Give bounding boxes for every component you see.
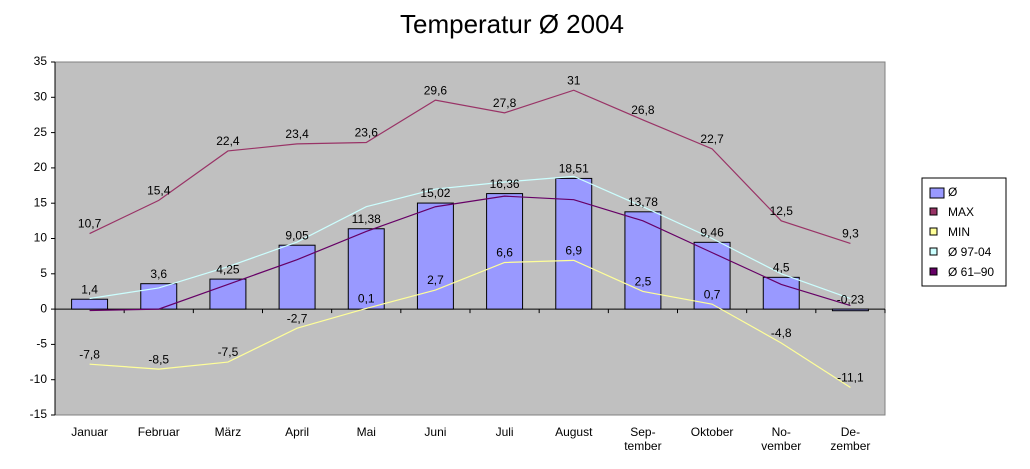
data-label: 22,7 — [700, 132, 724, 146]
y-tick-label: 20 — [34, 160, 48, 174]
data-label: 4,5 — [773, 261, 790, 275]
line — [89, 259, 851, 388]
x-tick-label: Juni — [424, 425, 447, 439]
legend-label: Ø 61–90 — [948, 265, 994, 279]
data-label: 31 — [567, 73, 581, 87]
legend-label: MAX — [948, 205, 974, 219]
legend-label: Ø 97-04 — [948, 245, 992, 259]
data-label: 18,51 — [559, 162, 589, 176]
data-label: 26,8 — [631, 103, 655, 117]
x-tick-label: Oktober — [690, 425, 734, 439]
data-label: 9,46 — [700, 225, 724, 239]
data-label: 12,5 — [770, 204, 794, 218]
bar — [71, 298, 109, 310]
data-label: 22,4 — [216, 134, 240, 148]
bar — [416, 202, 454, 310]
y-tick-label: -10 — [30, 372, 48, 386]
legend-marker — [929, 187, 945, 199]
data-label: -7,8 — [79, 347, 100, 361]
data-label: 0,1 — [358, 292, 375, 306]
data-label: -0,23 — [837, 292, 865, 306]
x-tick-label: Sep- tember — [624, 425, 662, 453]
data-label: 23,6 — [355, 126, 379, 140]
y-tick-label: -5 — [36, 337, 47, 351]
x-tick-label: August — [555, 425, 593, 439]
bar — [278, 244, 316, 310]
data-label: 29,6 — [424, 83, 448, 97]
y-tick-label: 5 — [40, 266, 47, 280]
x-tick-label: Januar — [71, 425, 108, 439]
bar — [762, 276, 800, 310]
y-tick-label: 25 — [34, 125, 48, 139]
x-tick-label: De- zember — [830, 425, 871, 453]
chart-title: Temperatur Ø 2004 — [400, 9, 624, 39]
x-tick-label: Februar — [137, 425, 180, 439]
data-label: -7,5 — [218, 345, 239, 359]
data-label: 13,78 — [628, 195, 658, 209]
y-tick-label: -15 — [30, 407, 48, 421]
line — [89, 89, 851, 245]
legend-marker — [929, 207, 938, 216]
data-label: 9,3 — [842, 227, 859, 241]
data-label: 3,6 — [150, 267, 167, 281]
data-label: 1,4 — [81, 282, 98, 296]
y-tick-label: 0 — [40, 301, 47, 315]
legend-label: MIN — [948, 225, 970, 239]
data-label: 0,7 — [704, 287, 721, 301]
data-label: 15,02 — [420, 186, 450, 200]
line — [89, 175, 851, 300]
data-label: 6,9 — [565, 244, 582, 258]
plot-area — [54, 61, 886, 416]
line — [89, 195, 851, 312]
legend-marker — [929, 267, 938, 276]
x-tick-label: April — [285, 425, 310, 439]
legend-label: Ø — [948, 185, 957, 199]
data-label: 4,25 — [216, 262, 240, 276]
legend-marker — [929, 247, 938, 256]
y-tick-label: 35 — [34, 54, 48, 68]
legend-marker — [929, 227, 938, 236]
data-label: 10,7 — [78, 217, 102, 231]
data-label: 2,7 — [427, 273, 444, 287]
bar — [831, 308, 869, 312]
data-label: -2,7 — [287, 311, 308, 325]
data-label: 9,05 — [285, 228, 309, 242]
data-label: -11,1 — [837, 371, 864, 385]
x-tick-label: Mai — [356, 425, 376, 439]
data-label: 27,8 — [493, 96, 517, 110]
x-tick-label: No- vember — [761, 425, 802, 453]
data-label: 2,5 — [635, 275, 652, 289]
data-label: 16,36 — [490, 177, 520, 191]
x-tick-label: Juli — [495, 425, 514, 439]
data-label: 15,4 — [147, 184, 171, 198]
data-label: -4,8 — [771, 326, 792, 340]
y-tick-label: 15 — [34, 195, 48, 209]
data-label: 6,6 — [496, 246, 513, 260]
data-label: 11,38 — [352, 212, 381, 226]
bar — [486, 193, 524, 310]
x-tick-label: März — [214, 425, 242, 439]
data-label: -8,5 — [148, 352, 169, 366]
y-tick-label: 30 — [34, 89, 48, 103]
bar — [347, 228, 385, 310]
bar — [693, 241, 731, 310]
bar — [624, 211, 662, 310]
y-tick-label: 10 — [34, 231, 48, 245]
data-label: 23,4 — [285, 127, 309, 141]
bar — [209, 278, 247, 310]
